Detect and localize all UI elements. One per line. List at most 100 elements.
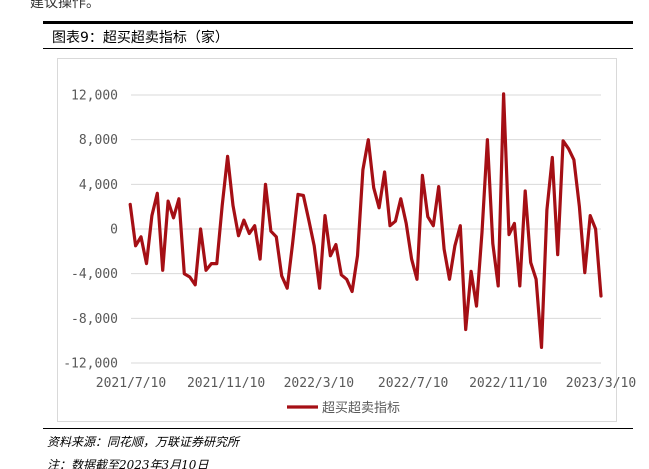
data-point bbox=[269, 230, 273, 233]
data-point bbox=[237, 234, 240, 237]
data-point bbox=[453, 244, 457, 247]
data-point bbox=[145, 262, 148, 265]
y-tick-label: 12,000 bbox=[71, 89, 118, 104]
data-point bbox=[513, 222, 516, 225]
data-point bbox=[383, 170, 386, 174]
data-point bbox=[594, 227, 597, 231]
data-point bbox=[507, 233, 511, 236]
data-point bbox=[183, 272, 186, 275]
data-point bbox=[318, 287, 321, 290]
x-tick-label: 2021/11/10 bbox=[187, 376, 265, 391]
data-point bbox=[426, 215, 429, 218]
data-point bbox=[231, 204, 235, 207]
data-point bbox=[394, 220, 397, 223]
series-line bbox=[128, 92, 603, 349]
data-point bbox=[578, 205, 581, 208]
data-point bbox=[161, 269, 164, 272]
data-point bbox=[166, 199, 170, 203]
data-point bbox=[302, 194, 305, 197]
data-point bbox=[340, 273, 343, 276]
source-note: 资料来源：同花顺，万联证券研究所 bbox=[47, 435, 240, 449]
data-point bbox=[210, 262, 213, 265]
data-point bbox=[215, 262, 218, 265]
data-point bbox=[464, 328, 467, 331]
x-tick-label: 2022/11/10 bbox=[469, 376, 547, 391]
data-point bbox=[437, 185, 440, 188]
legend-label: 超买超卖指标 bbox=[322, 401, 400, 416]
data-point bbox=[561, 139, 565, 142]
title-bottom-rule bbox=[43, 48, 633, 49]
data-point bbox=[421, 174, 424, 177]
data-point bbox=[264, 183, 267, 186]
data-point bbox=[356, 254, 359, 257]
x-tick-label: 2022/7/10 bbox=[378, 376, 448, 391]
data-point bbox=[589, 214, 592, 217]
data-point bbox=[242, 218, 246, 222]
data-point bbox=[204, 269, 208, 272]
data-point bbox=[469, 270, 473, 273]
preceding-text-fragment: 建议操作。 bbox=[30, 0, 100, 11]
data-point bbox=[221, 204, 224, 207]
data-point bbox=[497, 284, 500, 288]
data-point bbox=[599, 294, 603, 298]
data-point bbox=[388, 224, 392, 227]
data-point bbox=[361, 168, 365, 171]
data-point bbox=[583, 271, 586, 274]
data-point bbox=[313, 244, 316, 247]
data-point bbox=[199, 227, 202, 231]
data-point bbox=[475, 304, 478, 308]
data-cutoff-note: 注：数据截至2023年3月10日 bbox=[47, 458, 209, 469]
data-point bbox=[139, 235, 143, 238]
data-point bbox=[567, 147, 570, 150]
data-point bbox=[415, 278, 419, 281]
figure-title: 图表9：超买超卖指标（家） bbox=[52, 30, 229, 46]
data-point bbox=[329, 254, 332, 257]
data-point bbox=[556, 253, 559, 256]
data-point bbox=[377, 206, 381, 209]
data-point bbox=[540, 346, 543, 349]
data-point bbox=[529, 261, 532, 264]
x-tick-label: 2022/3/10 bbox=[284, 376, 354, 391]
data-point bbox=[367, 138, 370, 141]
data-point bbox=[226, 155, 229, 158]
data-point bbox=[291, 242, 294, 245]
data-point bbox=[177, 197, 181, 200]
data-point bbox=[551, 156, 554, 159]
data-point bbox=[194, 283, 197, 286]
data-point bbox=[524, 189, 527, 193]
y-tick-label: 0 bbox=[110, 223, 118, 238]
data-point bbox=[410, 257, 413, 261]
data-point bbox=[286, 287, 289, 290]
data-point bbox=[432, 224, 435, 227]
data-point bbox=[459, 224, 462, 227]
data-point bbox=[334, 243, 338, 246]
data-point bbox=[129, 203, 132, 206]
data-point bbox=[134, 244, 137, 247]
data-point bbox=[480, 231, 484, 234]
y-tick-label: -4,000 bbox=[71, 267, 118, 282]
title-top-rule bbox=[43, 21, 633, 24]
data-point bbox=[156, 192, 159, 195]
data-point bbox=[502, 92, 505, 96]
data-point bbox=[448, 278, 451, 281]
data-point bbox=[518, 284, 521, 288]
data-point bbox=[150, 214, 154, 217]
data-point bbox=[248, 232, 251, 235]
data-point bbox=[572, 158, 576, 161]
source-top-rule bbox=[43, 428, 633, 429]
data-point bbox=[307, 218, 310, 222]
data-point bbox=[258, 257, 262, 261]
data-point bbox=[323, 214, 327, 217]
data-point bbox=[296, 193, 300, 196]
y-tick-label: 8,000 bbox=[79, 133, 118, 148]
x-tick-label: 2021/7/10 bbox=[96, 376, 166, 391]
y-tick-label: 4,000 bbox=[79, 178, 118, 193]
y-tick-label: -12,000 bbox=[63, 357, 118, 372]
data-point bbox=[372, 186, 375, 189]
data-point bbox=[405, 222, 408, 225]
data-point bbox=[486, 138, 489, 141]
data-point bbox=[545, 208, 549, 212]
data-point bbox=[491, 242, 494, 245]
